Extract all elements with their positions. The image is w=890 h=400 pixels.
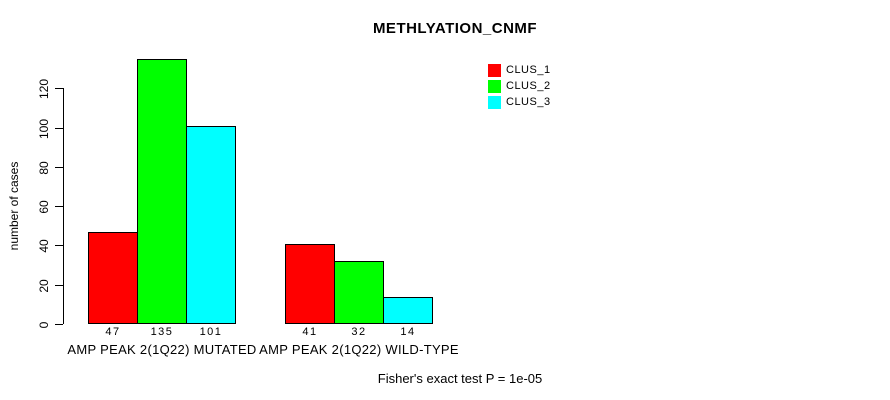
y-tick-mark xyxy=(55,324,63,325)
y-tick-mark xyxy=(55,167,63,168)
y-tick-label: 60 xyxy=(37,199,51,214)
legend-label: CLUS_2 xyxy=(506,80,551,92)
y-tick-label: 80 xyxy=(37,160,51,175)
y-tick-label: 0 xyxy=(37,321,51,328)
category-label: AMP PEAK 2(1Q22) WILD-TYPE xyxy=(259,342,459,357)
category-label: AMP PEAK 2(1Q22) MUTATED xyxy=(67,342,257,357)
y-tick-mark xyxy=(55,206,63,207)
bar-value-label: 32 xyxy=(351,326,367,338)
bar-value-label: 14 xyxy=(400,326,416,338)
y-axis-label: number of cases xyxy=(7,161,21,251)
bar-clus_3-group2 xyxy=(383,296,433,324)
legend-swatch xyxy=(488,63,501,77)
y-tick-mark xyxy=(55,285,63,286)
y-tick-mark xyxy=(55,245,63,246)
legend-label: CLUS_3 xyxy=(506,96,551,108)
bar-value-label: 101 xyxy=(199,326,223,338)
bar-value-label: 47 xyxy=(105,326,121,338)
y-tick-mark xyxy=(55,128,63,129)
legend-item: CLUS_1 xyxy=(488,62,551,78)
legend-item: CLUS_2 xyxy=(488,78,551,94)
y-tick-label: 120 xyxy=(37,78,51,99)
legend-label: CLUS_1 xyxy=(506,64,551,76)
legend-swatch xyxy=(488,95,501,109)
bar-clus_3-group1 xyxy=(186,125,236,324)
legend-swatch xyxy=(488,79,501,93)
y-tick-label: 40 xyxy=(37,238,51,253)
annotation-text: Fisher's exact test P = 1e-05 xyxy=(377,371,543,386)
bar-clus_2-group2 xyxy=(334,261,384,324)
y-tick-label: 100 xyxy=(37,118,51,139)
bar-clus_1-group1 xyxy=(88,231,138,324)
y-tick-label: 20 xyxy=(37,278,51,293)
bar-value-label: 135 xyxy=(150,326,174,338)
legend-item: CLUS_3 xyxy=(488,94,551,110)
chart-title: METHLYATION_CNMF xyxy=(372,20,538,37)
bar-clus_2-group1 xyxy=(137,58,187,324)
y-tick-mark xyxy=(55,88,63,89)
legend: CLUS_1 CLUS_2 CLUS_3 xyxy=(488,62,551,110)
bar-clus_1-group2 xyxy=(285,243,335,324)
y-axis-line xyxy=(63,88,64,324)
bar-value-label: 41 xyxy=(302,326,318,338)
